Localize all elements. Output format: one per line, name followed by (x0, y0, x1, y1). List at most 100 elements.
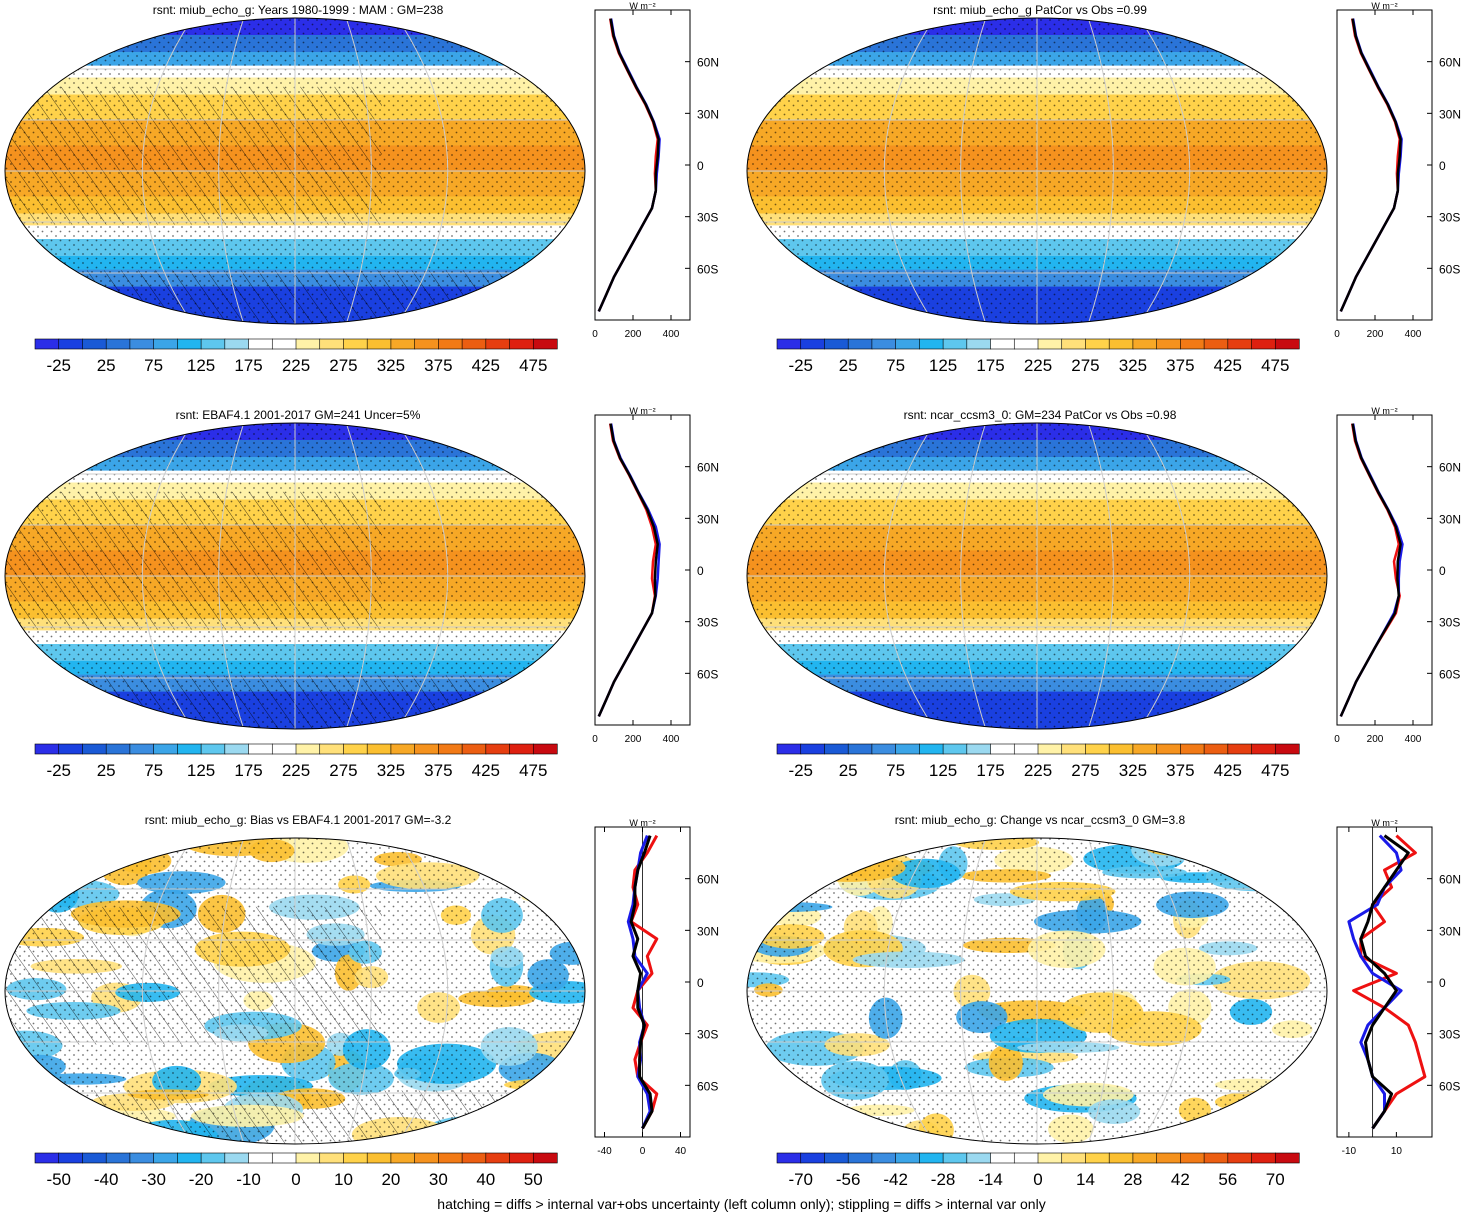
field-patch (5, 1107, 33, 1125)
colorbar-box (343, 338, 368, 350)
colorbar-label: 325 (1119, 356, 1147, 375)
field-patch (54, 838, 105, 867)
panel-clim-model-patcor: rsnt: miub_echo_g PatCor vs Obs =0.99 -2… (742, 0, 1483, 400)
colorbar-box (824, 1152, 849, 1164)
colorbar-box (438, 338, 463, 350)
colorbar-label: 325 (377, 356, 405, 375)
colorbar-box (1037, 1152, 1063, 1164)
colorbar-box (295, 1152, 321, 1164)
graticule-meridian (397, 18, 449, 324)
panel-bias: rsnt: miub_echo_g: Bias vs EBAF4.1 2001-… (0, 810, 741, 1195)
colorbar-label: 25 (839, 356, 858, 375)
field-patch (747, 1094, 837, 1115)
field-patch (747, 889, 775, 927)
colorbar-box (1061, 1152, 1087, 1164)
colorbar-label: -50 (46, 1170, 71, 1189)
profile-ytick-label: 60S (1439, 262, 1460, 276)
colorbar-box (1037, 743, 1063, 755)
colorbar-box (271, 338, 297, 350)
zonal-profile: W m⁻² 0 200 400 60N 30N 0 30S 60S (1334, 1, 1461, 340)
colorbar-box (177, 1152, 202, 1164)
colorbar-box (58, 1152, 84, 1164)
colorbar-box (82, 338, 107, 350)
colorbar-box (1085, 1152, 1110, 1164)
profile-ytick-label: 60S (697, 1079, 718, 1093)
colorbar-box (532, 1152, 558, 1164)
colorbar: -25 25 75 125 175 225 275 325 375 425 475 (776, 743, 1300, 780)
colorbar-label: -28 (931, 1170, 956, 1189)
colorbar-box (1251, 1152, 1276, 1164)
colorbar-box (271, 743, 297, 755)
colorbar-box (800, 338, 826, 350)
colorbar-box (366, 743, 392, 755)
panel-change: rsnt: miub_echo_g: Change vs ncar_ccsm3_… (742, 810, 1483, 1195)
colorbar-label: 14 (1076, 1170, 1095, 1189)
colorbar-label: 375 (424, 356, 452, 375)
profile-line-black (1339, 18, 1402, 312)
colorbar-box (177, 338, 202, 350)
colorbar-box (895, 743, 920, 755)
graticule-meridian (1139, 838, 1191, 1144)
colorbar-label: 175 (234, 761, 262, 780)
colorbar-box (390, 1152, 416, 1164)
colorbar: -25 25 75 125 175 225 275 325 375 425 475 (34, 338, 558, 375)
colorbar-box (509, 1152, 534, 1164)
profile-ytick-label: 0 (1439, 564, 1446, 578)
colorbar-box (129, 338, 155, 350)
map-robinson: -50 -40 -30 -20 -10 0 10 20 30 40 50 W m⁻² -40 0 40 60N… (4, 818, 719, 1189)
profile-units: W m⁻² (629, 1, 655, 11)
colorbar-box (1274, 338, 1300, 350)
hatching (5, 86, 382, 225)
colorbar-label: 375 (424, 761, 452, 780)
profile-frame (594, 414, 691, 726)
colorbar-label: 325 (377, 761, 405, 780)
profile-ytick-label: 60N (1439, 461, 1461, 475)
graticule-meridian (883, 423, 935, 729)
colorbar-box (509, 338, 534, 350)
colorbar-box (1061, 338, 1087, 350)
colorbar-label: -25 (46, 356, 71, 375)
profile-ytick-label: 0 (697, 976, 704, 990)
colorbar-label: 475 (1261, 356, 1289, 375)
field-patch (5, 849, 46, 866)
colorbar-box (776, 743, 802, 755)
field-patch (747, 1084, 815, 1124)
panel-title: rsnt: miub_echo_g: Bias vs EBAF4.1 2001-… (144, 813, 452, 827)
field-patch (549, 886, 580, 916)
colorbar-label: 125 (187, 356, 215, 375)
colorbar-box (871, 338, 897, 350)
profile-ytick-label: 30S (697, 1028, 718, 1042)
colorbar-box (248, 743, 273, 755)
colorbar-box (919, 1152, 944, 1164)
colorbar-box (1108, 1152, 1134, 1164)
field-patch (542, 1091, 585, 1115)
colorbar-label: 475 (1261, 761, 1289, 780)
colorbar-label: 125 (187, 761, 215, 780)
colorbar-box (942, 1152, 968, 1164)
colorbar-box (1274, 1152, 1300, 1164)
profile-xtick-label: 400 (663, 734, 680, 745)
map-outline (4, 17, 586, 325)
map-field (747, 18, 1327, 324)
colorbar-box (224, 1152, 250, 1164)
colorbar-label: 225 (282, 356, 310, 375)
colorbar-label: -40 (94, 1170, 119, 1189)
profile-ytick-label: 60S (697, 262, 718, 276)
colorbar-box (319, 743, 345, 755)
profile-ytick-label: 30N (697, 512, 719, 526)
colorbar-box (105, 1152, 131, 1164)
footnote: hatching = diffs > internal var+obs unce… (437, 1196, 1046, 1212)
field-patch (67, 838, 107, 875)
colorbar-box (390, 743, 416, 755)
colorbar-box (390, 338, 416, 350)
colorbar-label: 375 (1166, 761, 1194, 780)
colorbar-label: -30 (141, 1170, 166, 1189)
field-patch (747, 1112, 822, 1143)
field-patch (793, 841, 837, 878)
colorbar-box (438, 743, 463, 755)
graticule-meridian (1087, 838, 1114, 1144)
colorbar-box (966, 338, 992, 350)
field-patch (747, 1113, 790, 1136)
profile-frame (594, 9, 691, 321)
colorbar-label: 75 (144, 356, 163, 375)
